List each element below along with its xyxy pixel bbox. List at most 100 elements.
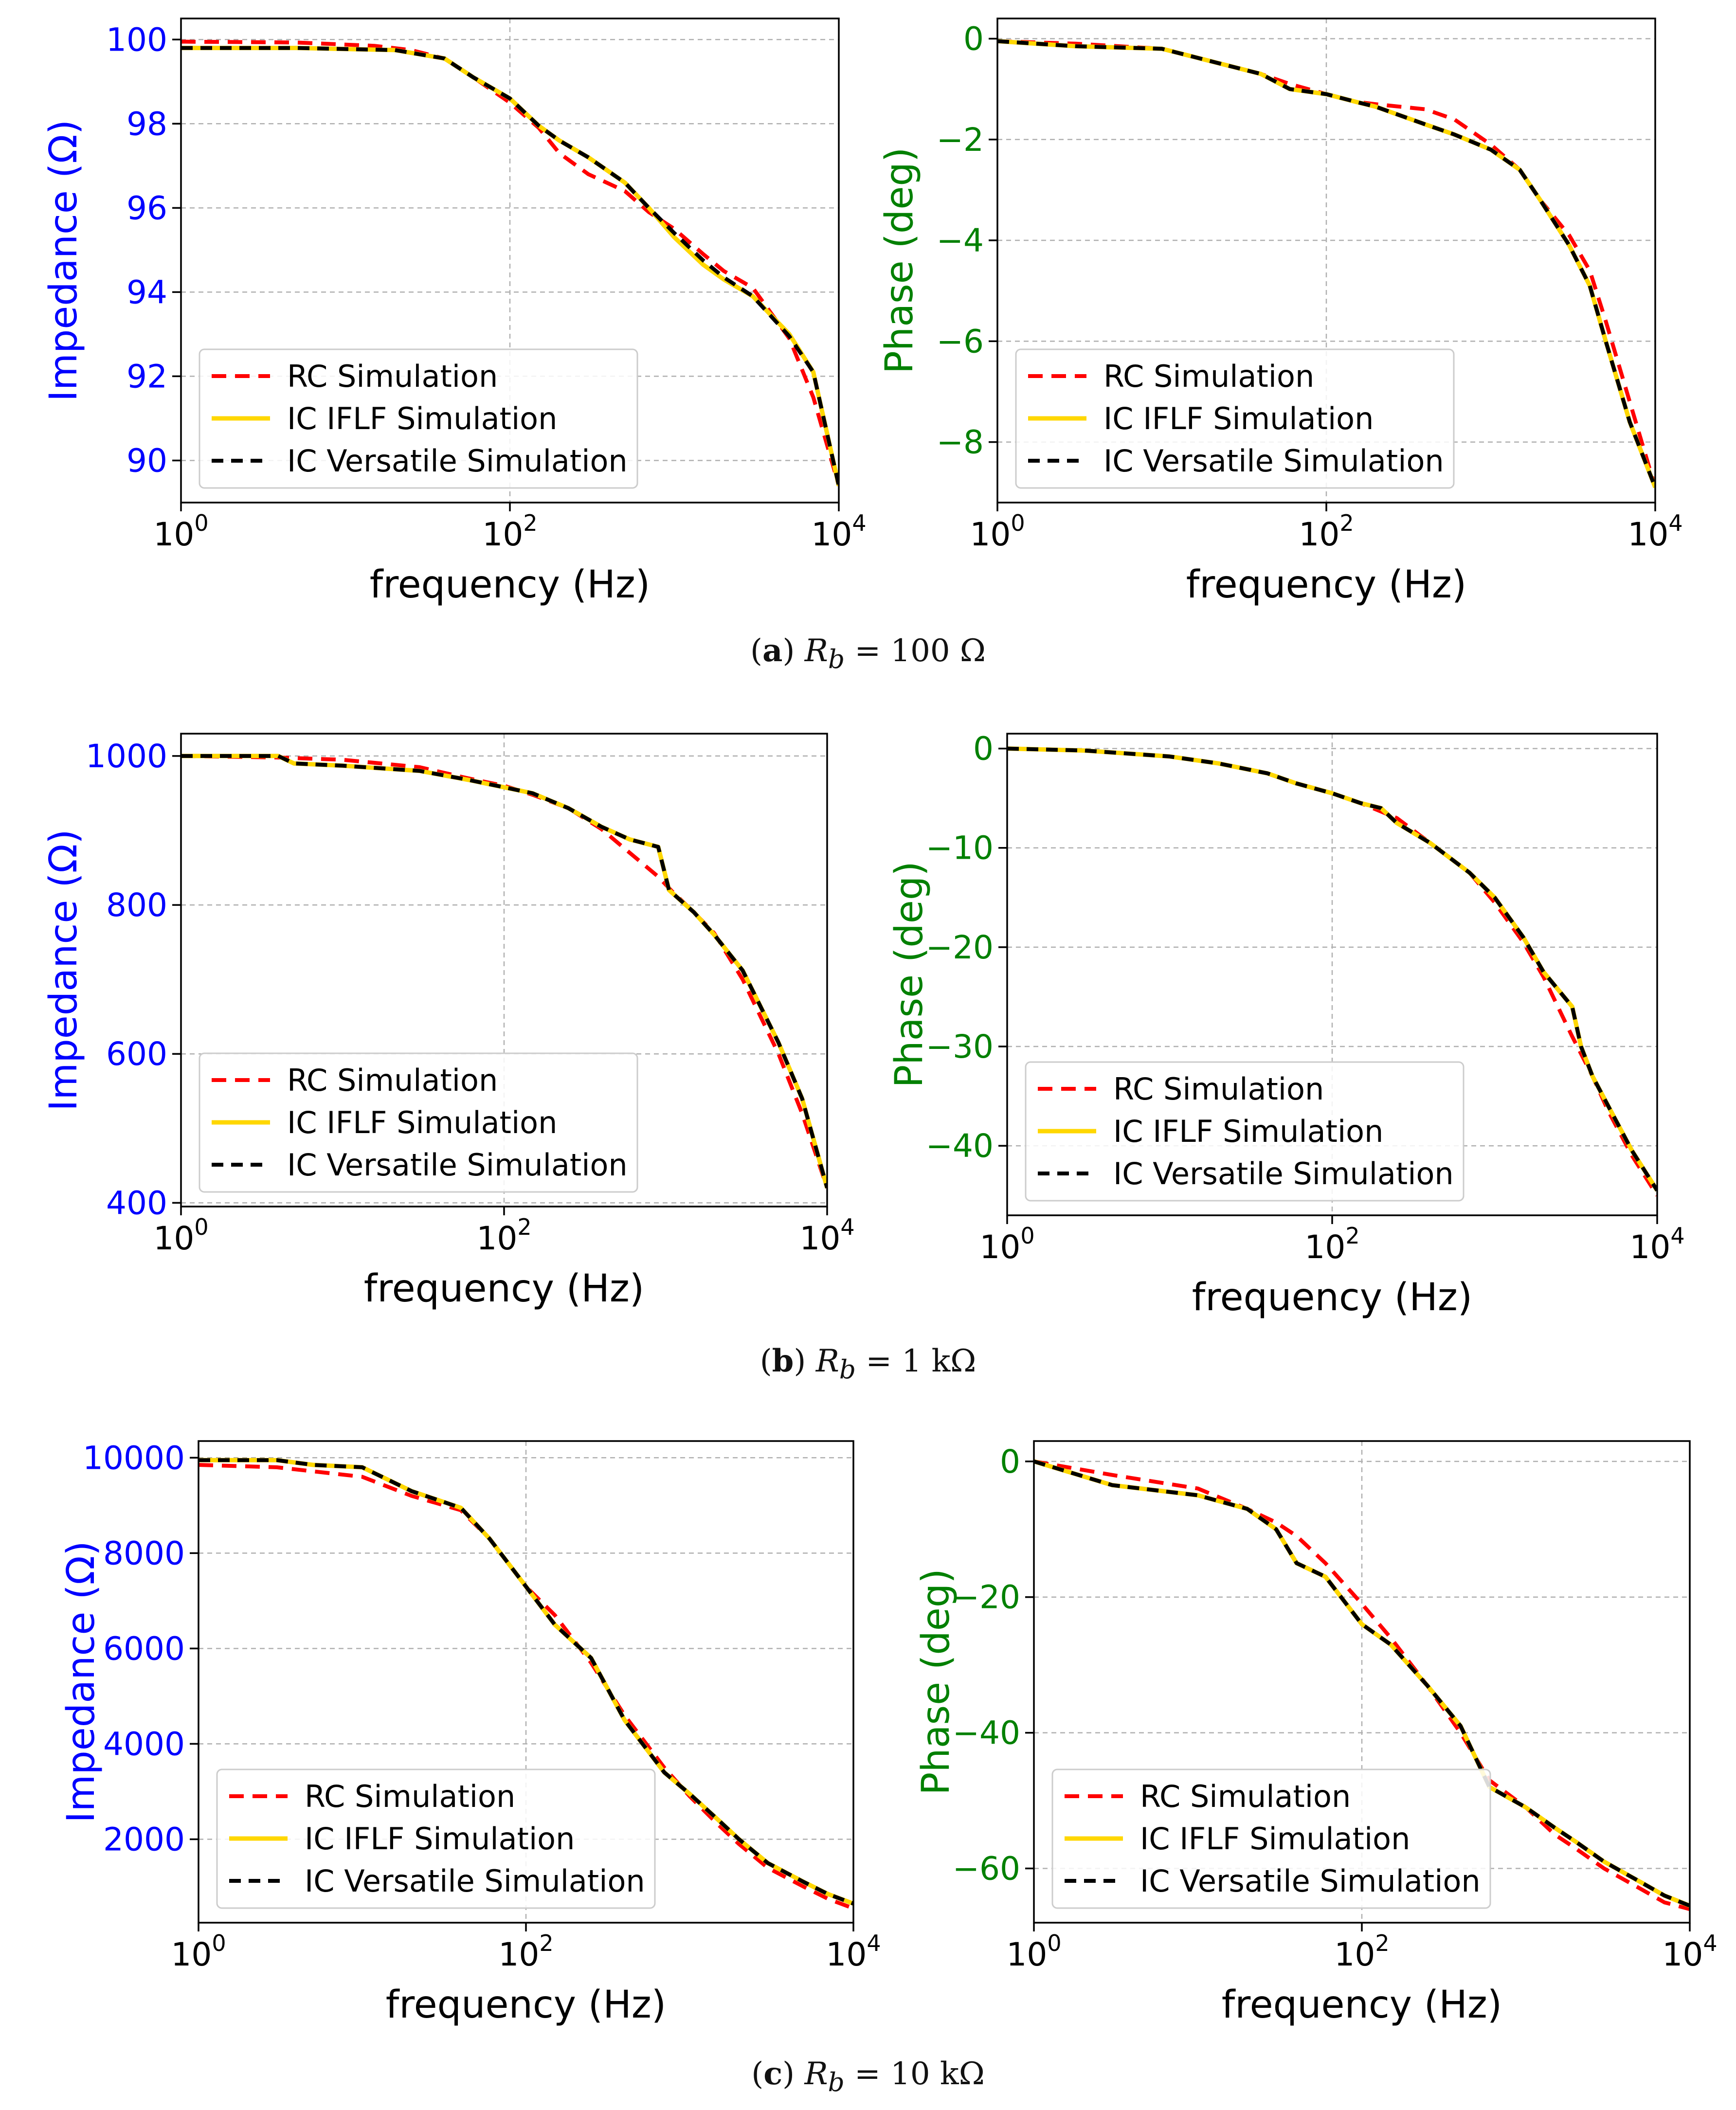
legend-entry: RC Simulation [287, 359, 498, 394]
legend-box [1051, 1768, 1491, 1909]
legend-box [1015, 348, 1455, 489]
series-group [997, 39, 1655, 488]
chart-a-phase: 100 102 104 −8 −6 −4 −2 0 frequency (Hz) Phase (d… [878, 18, 1683, 607]
legend: RC Simulation IC IFLF Simulation IC Versat… [199, 348, 638, 489]
legend-entry: IC Versatile Simulation [305, 1863, 645, 1899]
x-axis-label: frequency (Hz) [370, 563, 650, 607]
y-tick-label: −40 [926, 1127, 994, 1165]
legend-entry: RC Simulation [1103, 359, 1314, 394]
legend-entry: IC Versatile Simulation [287, 1147, 628, 1183]
legend-entry: IC IFLF Simulation [287, 401, 557, 436]
y-tick-label: 0 [963, 20, 984, 57]
x-axis-label: frequency (Hz) [364, 1267, 644, 1311]
series-line [1034, 1459, 1690, 1908]
x-tick-label: 100 [153, 510, 208, 553]
y-tick-label: −30 [926, 1028, 994, 1065]
y-tick-label: −8 [937, 424, 984, 461]
x-tick-label: 104 [1628, 510, 1682, 553]
y-tick-label: 10000 [83, 1439, 185, 1477]
y-tick-label: −2 [937, 121, 984, 159]
x-tick-label: 102 [498, 1930, 553, 1973]
series-group [199, 1458, 853, 1911]
y-axis-label: Phase (deg) [887, 861, 931, 1088]
y-tick-label: 98 [127, 105, 167, 143]
x-tick-label: 102 [476, 1214, 531, 1257]
y-tick-label: 600 [106, 1035, 167, 1073]
x-tick-label: 104 [1662, 1930, 1717, 1973]
y-tick-label: −20 [926, 929, 994, 966]
legend-entry: RC Simulation [1113, 1071, 1324, 1107]
series-line [181, 39, 839, 487]
series-line [181, 754, 827, 1189]
legend-entry: RC Simulation [287, 1063, 498, 1098]
x-tick-label: 102 [1299, 510, 1354, 553]
x-tick-label: 100 [979, 1223, 1034, 1266]
legend-box [199, 1052, 638, 1193]
x-tick-label: 104 [799, 1214, 854, 1257]
series-group [181, 754, 827, 1189]
y-tick-label: 8000 [103, 1534, 185, 1572]
series-group [1034, 1459, 1690, 1911]
series-line [199, 1458, 853, 1906]
x-axis-label: frequency (Hz) [1192, 1276, 1472, 1319]
caption-c: (c) Rb = 10 kΩ [751, 2056, 985, 2097]
legend-entry: IC IFLF Simulation [1113, 1114, 1383, 1149]
series-group [1007, 746, 1657, 1197]
y-tick-label: 94 [127, 273, 167, 311]
y-tick-label: −6 [937, 323, 984, 360]
x-tick-label: 104 [826, 1930, 881, 1973]
y-tick-label: −60 [953, 1850, 1020, 1887]
y-axis-label: Impedance (Ω) [42, 829, 86, 1111]
y-tick-label: −40 [953, 1714, 1020, 1752]
y-axis-label: Impedance (Ω) [59, 1541, 103, 1822]
x-tick-label: 100 [153, 1214, 208, 1257]
chart-c-impedance: 100 102 104 2000 4000 6000 8000 10000 frequency … [59, 1439, 881, 2027]
x-tick-label: 102 [1334, 1930, 1389, 1973]
legend-entry: IC IFLF Simulation [1140, 1821, 1410, 1857]
series-line [1007, 746, 1657, 1192]
y-tick-label: −10 [926, 830, 994, 867]
caption-a: (a) Rb = 100 Ω [750, 632, 986, 674]
legend-entry: IC IFLF Simulation [305, 1821, 575, 1857]
legend-box [1025, 1061, 1465, 1202]
legend: RC Simulation IC IFLF Simulation IC Versat… [1051, 1768, 1491, 1909]
y-tick-label: 800 [106, 886, 167, 924]
y-tick-label: 96 [127, 189, 167, 227]
x-tick-label: 100 [970, 510, 1025, 553]
y-axis-label: Impedance (Ω) [42, 120, 86, 401]
chart-b-phase: 100 102 104 −40 −30 −20 −10 0 frequency (Hz) Phas… [887, 730, 1685, 1319]
x-axis-label: frequency (Hz) [1186, 563, 1466, 607]
y-tick-label: 100 [106, 21, 167, 58]
legend-entry: IC Versatile Simulation [287, 443, 628, 479]
legend: RC Simulation IC IFLF Simulation IC Versat… [216, 1768, 656, 1909]
chart-c-phase: 100 102 104 −60 −40 −20 0 frequency (Hz) Phase (… [914, 1440, 1718, 2027]
legend: RC Simulation IC IFLF Simulation IC Versat… [1015, 348, 1455, 489]
y-tick-label: 1000 [86, 738, 167, 775]
legend-entry: RC Simulation [305, 1779, 515, 1814]
series-line [181, 754, 827, 1189]
legend-entry: IC Versatile Simulation [1113, 1156, 1454, 1191]
x-tick-label: 102 [1304, 1223, 1359, 1266]
y-tick-label: 92 [127, 358, 167, 395]
legend-entry: IC IFLF Simulation [1103, 401, 1374, 436]
chart-a-impedance: 100 102 104 90 92 94 96 98 100 frequency (Hz) Impe… [42, 18, 867, 607]
x-tick-label: 102 [482, 510, 537, 553]
caption-b: (b) Rb = 1 kΩ [760, 1343, 976, 1385]
series-line [181, 46, 839, 487]
legend: RC Simulation IC IFLF Simulation IC Versat… [1025, 1061, 1465, 1202]
y-tick-label: 4000 [103, 1725, 185, 1763]
series-group [181, 39, 839, 487]
legend-box [216, 1768, 656, 1909]
chart-b-impedance: 100 102 104 400 600 800 1000 frequency (Hz) Impe… [42, 733, 855, 1311]
x-axis-label: frequency (Hz) [386, 1983, 666, 2027]
y-tick-label: −4 [937, 222, 984, 259]
legend-entry: IC Versatile Simulation [1103, 443, 1444, 479]
y-axis-label: Phase (deg) [914, 1569, 958, 1795]
y-axis-label: Phase (deg) [878, 147, 922, 374]
legend: RC Simulation IC IFLF Simulation IC Versat… [199, 1052, 638, 1193]
y-tick-label: 90 [127, 442, 167, 479]
series-line [997, 39, 1655, 488]
y-tick-label: 400 [106, 1184, 167, 1222]
x-tick-label: 100 [171, 1930, 226, 1973]
